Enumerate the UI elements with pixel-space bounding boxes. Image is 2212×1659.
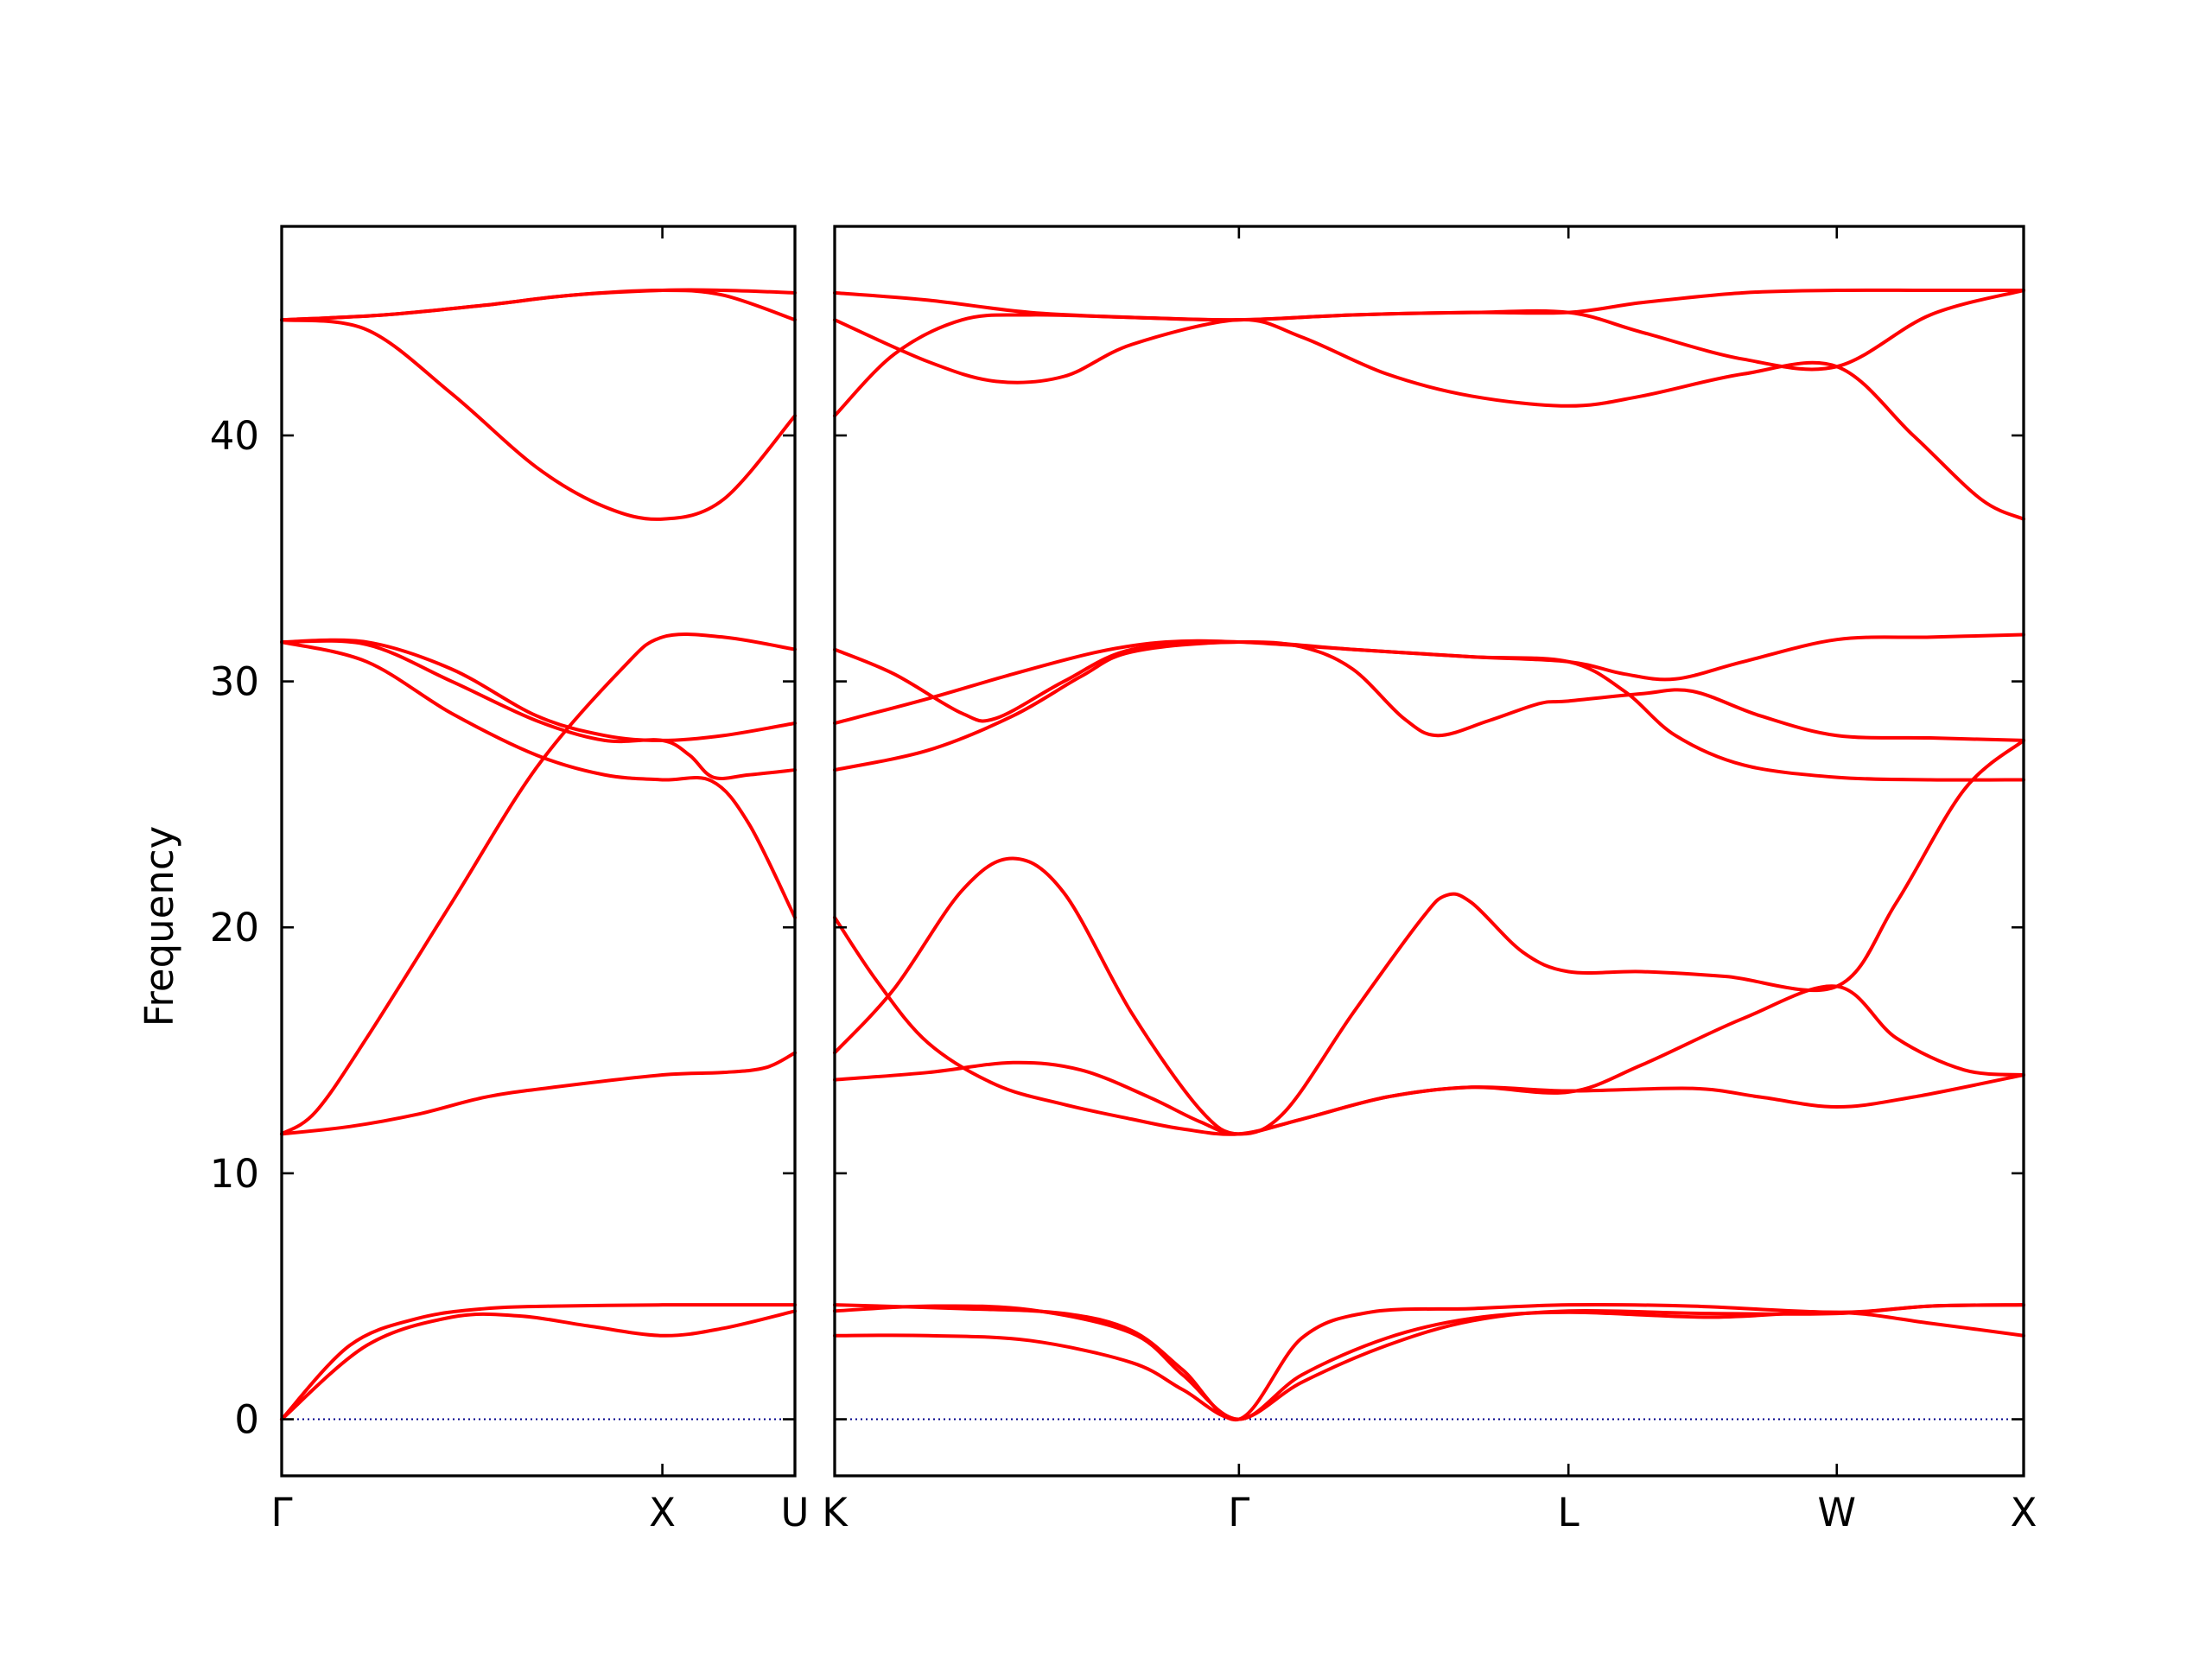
band-line-2 [833, 1304, 2025, 1421]
x-tick-label: X [2011, 1490, 2037, 1535]
band-line-7 [280, 639, 797, 780]
band-line-11 [833, 318, 2025, 521]
plot-frame [833, 225, 2025, 1478]
y-axis-label: Frequency [137, 826, 182, 1027]
plot-frame [280, 225, 797, 1478]
band-line-4 [280, 632, 797, 1136]
band-line-3 [833, 1303, 2025, 1421]
x-tick-label: K [822, 1490, 849, 1535]
y-axis: 0 10 20 30 40 [210, 413, 259, 1443]
x-tick-label: Γ [270, 1490, 292, 1535]
x-tick-label: X [649, 1490, 676, 1535]
band-line-5 [280, 638, 797, 742]
x-tick-label: W [1818, 1490, 1857, 1535]
y-tick-label: 40 [210, 413, 259, 459]
band-line-8 [280, 318, 797, 521]
y-tick-label: 20 [210, 905, 259, 950]
x-tick-label: U [781, 1490, 810, 1535]
band-line-1 [833, 1302, 2025, 1421]
band-line-3 [280, 1051, 797, 1136]
band-line-5 [833, 915, 2025, 1136]
band-line-7 [833, 639, 2025, 742]
x-tick-label: Γ [1228, 1490, 1249, 1535]
x-tick-label: L [1558, 1490, 1580, 1535]
band-line-1 [280, 1303, 797, 1421]
y-tick-label: 0 [234, 1397, 259, 1443]
y-tick-label: 30 [210, 659, 259, 705]
y-tick-label: 10 [210, 1151, 259, 1197]
band-line-9 [833, 640, 2025, 782]
band-line-6 [280, 640, 797, 919]
band-line-12 [833, 288, 2025, 322]
band-line-10 [280, 289, 797, 322]
band-line-2 [280, 1309, 797, 1421]
band-line-6 [833, 1060, 2025, 1136]
band-line-4 [833, 738, 2025, 1136]
